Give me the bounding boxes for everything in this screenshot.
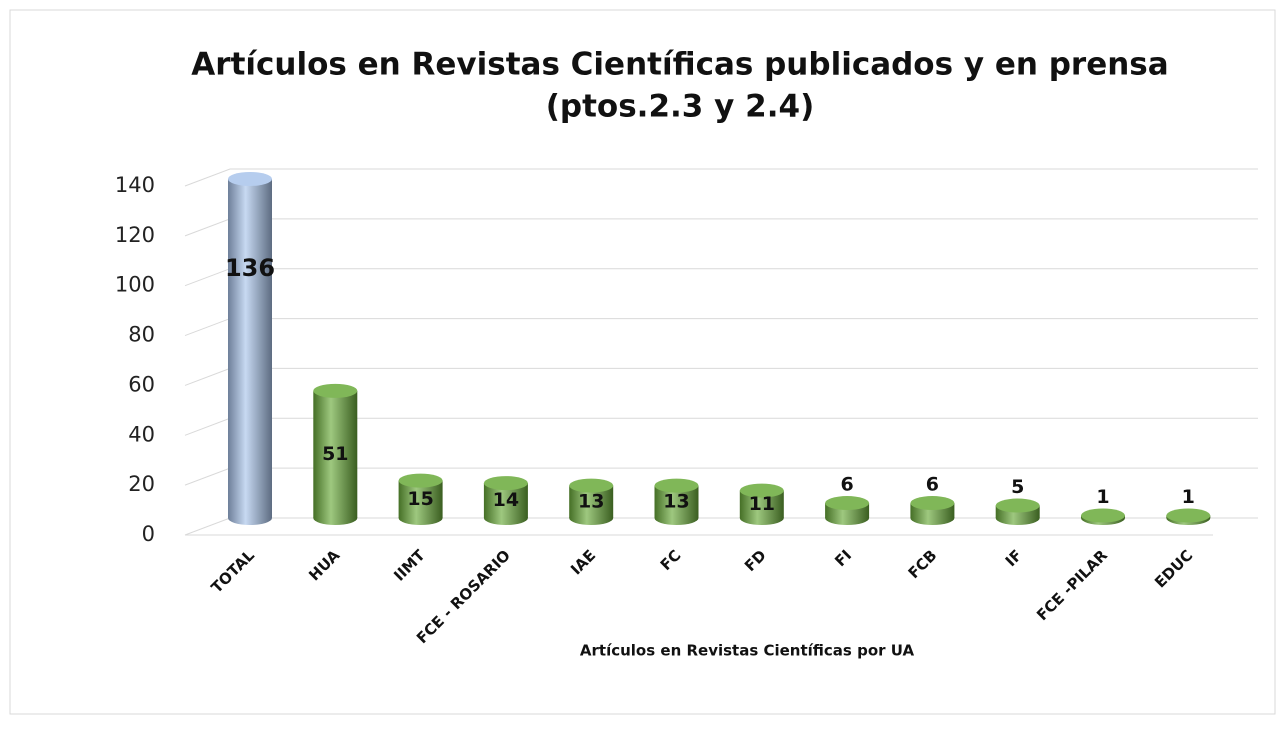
data-label: 1	[1182, 486, 1195, 508]
data-label: 51	[322, 443, 348, 465]
bar-top	[995, 498, 1040, 513]
data-label: 15	[407, 488, 433, 510]
y-tick-label: 120	[115, 223, 155, 247]
x-axis-label: Artículos en Revistas Científicas por UA	[580, 642, 915, 660]
data-label: 13	[663, 490, 689, 512]
data-label: 1	[1096, 486, 1109, 508]
y-tick-label: 80	[128, 323, 155, 347]
data-label: 14	[493, 489, 519, 511]
data-label: 136	[225, 254, 275, 282]
y-tick-label: 60	[128, 372, 155, 396]
bar-top	[1166, 508, 1211, 523]
data-label: 11	[749, 493, 775, 515]
bar-top	[228, 171, 272, 186]
y-tick-label: 100	[115, 273, 155, 297]
y-tick-label: 20	[128, 472, 155, 496]
bar-top	[910, 496, 955, 511]
data-label: 13	[578, 490, 604, 512]
data-label: 6	[840, 474, 853, 496]
bar-top	[739, 483, 784, 498]
chart-title: Artículos en Revistas Científicas public…	[191, 47, 1168, 83]
bar	[228, 178, 272, 518]
chart-frame	[9, 9, 1276, 715]
bar	[313, 390, 358, 518]
bar-top	[825, 496, 870, 511]
bar-top	[483, 476, 528, 491]
y-tick-label: 140	[115, 173, 155, 197]
y-tick-label: 0	[142, 522, 155, 546]
bar-top	[1081, 508, 1125, 523]
grid-line	[184, 168, 1258, 187]
data-label: 5	[1011, 476, 1024, 498]
bar-top	[313, 383, 358, 398]
bar-top	[654, 478, 699, 493]
data-label: 6	[926, 474, 939, 496]
bar-top	[398, 473, 443, 488]
chart-subtitle: (ptos.2.3 y 2.4)	[546, 89, 815, 125]
y-tick-label: 40	[128, 422, 155, 446]
bar-top	[569, 478, 614, 493]
